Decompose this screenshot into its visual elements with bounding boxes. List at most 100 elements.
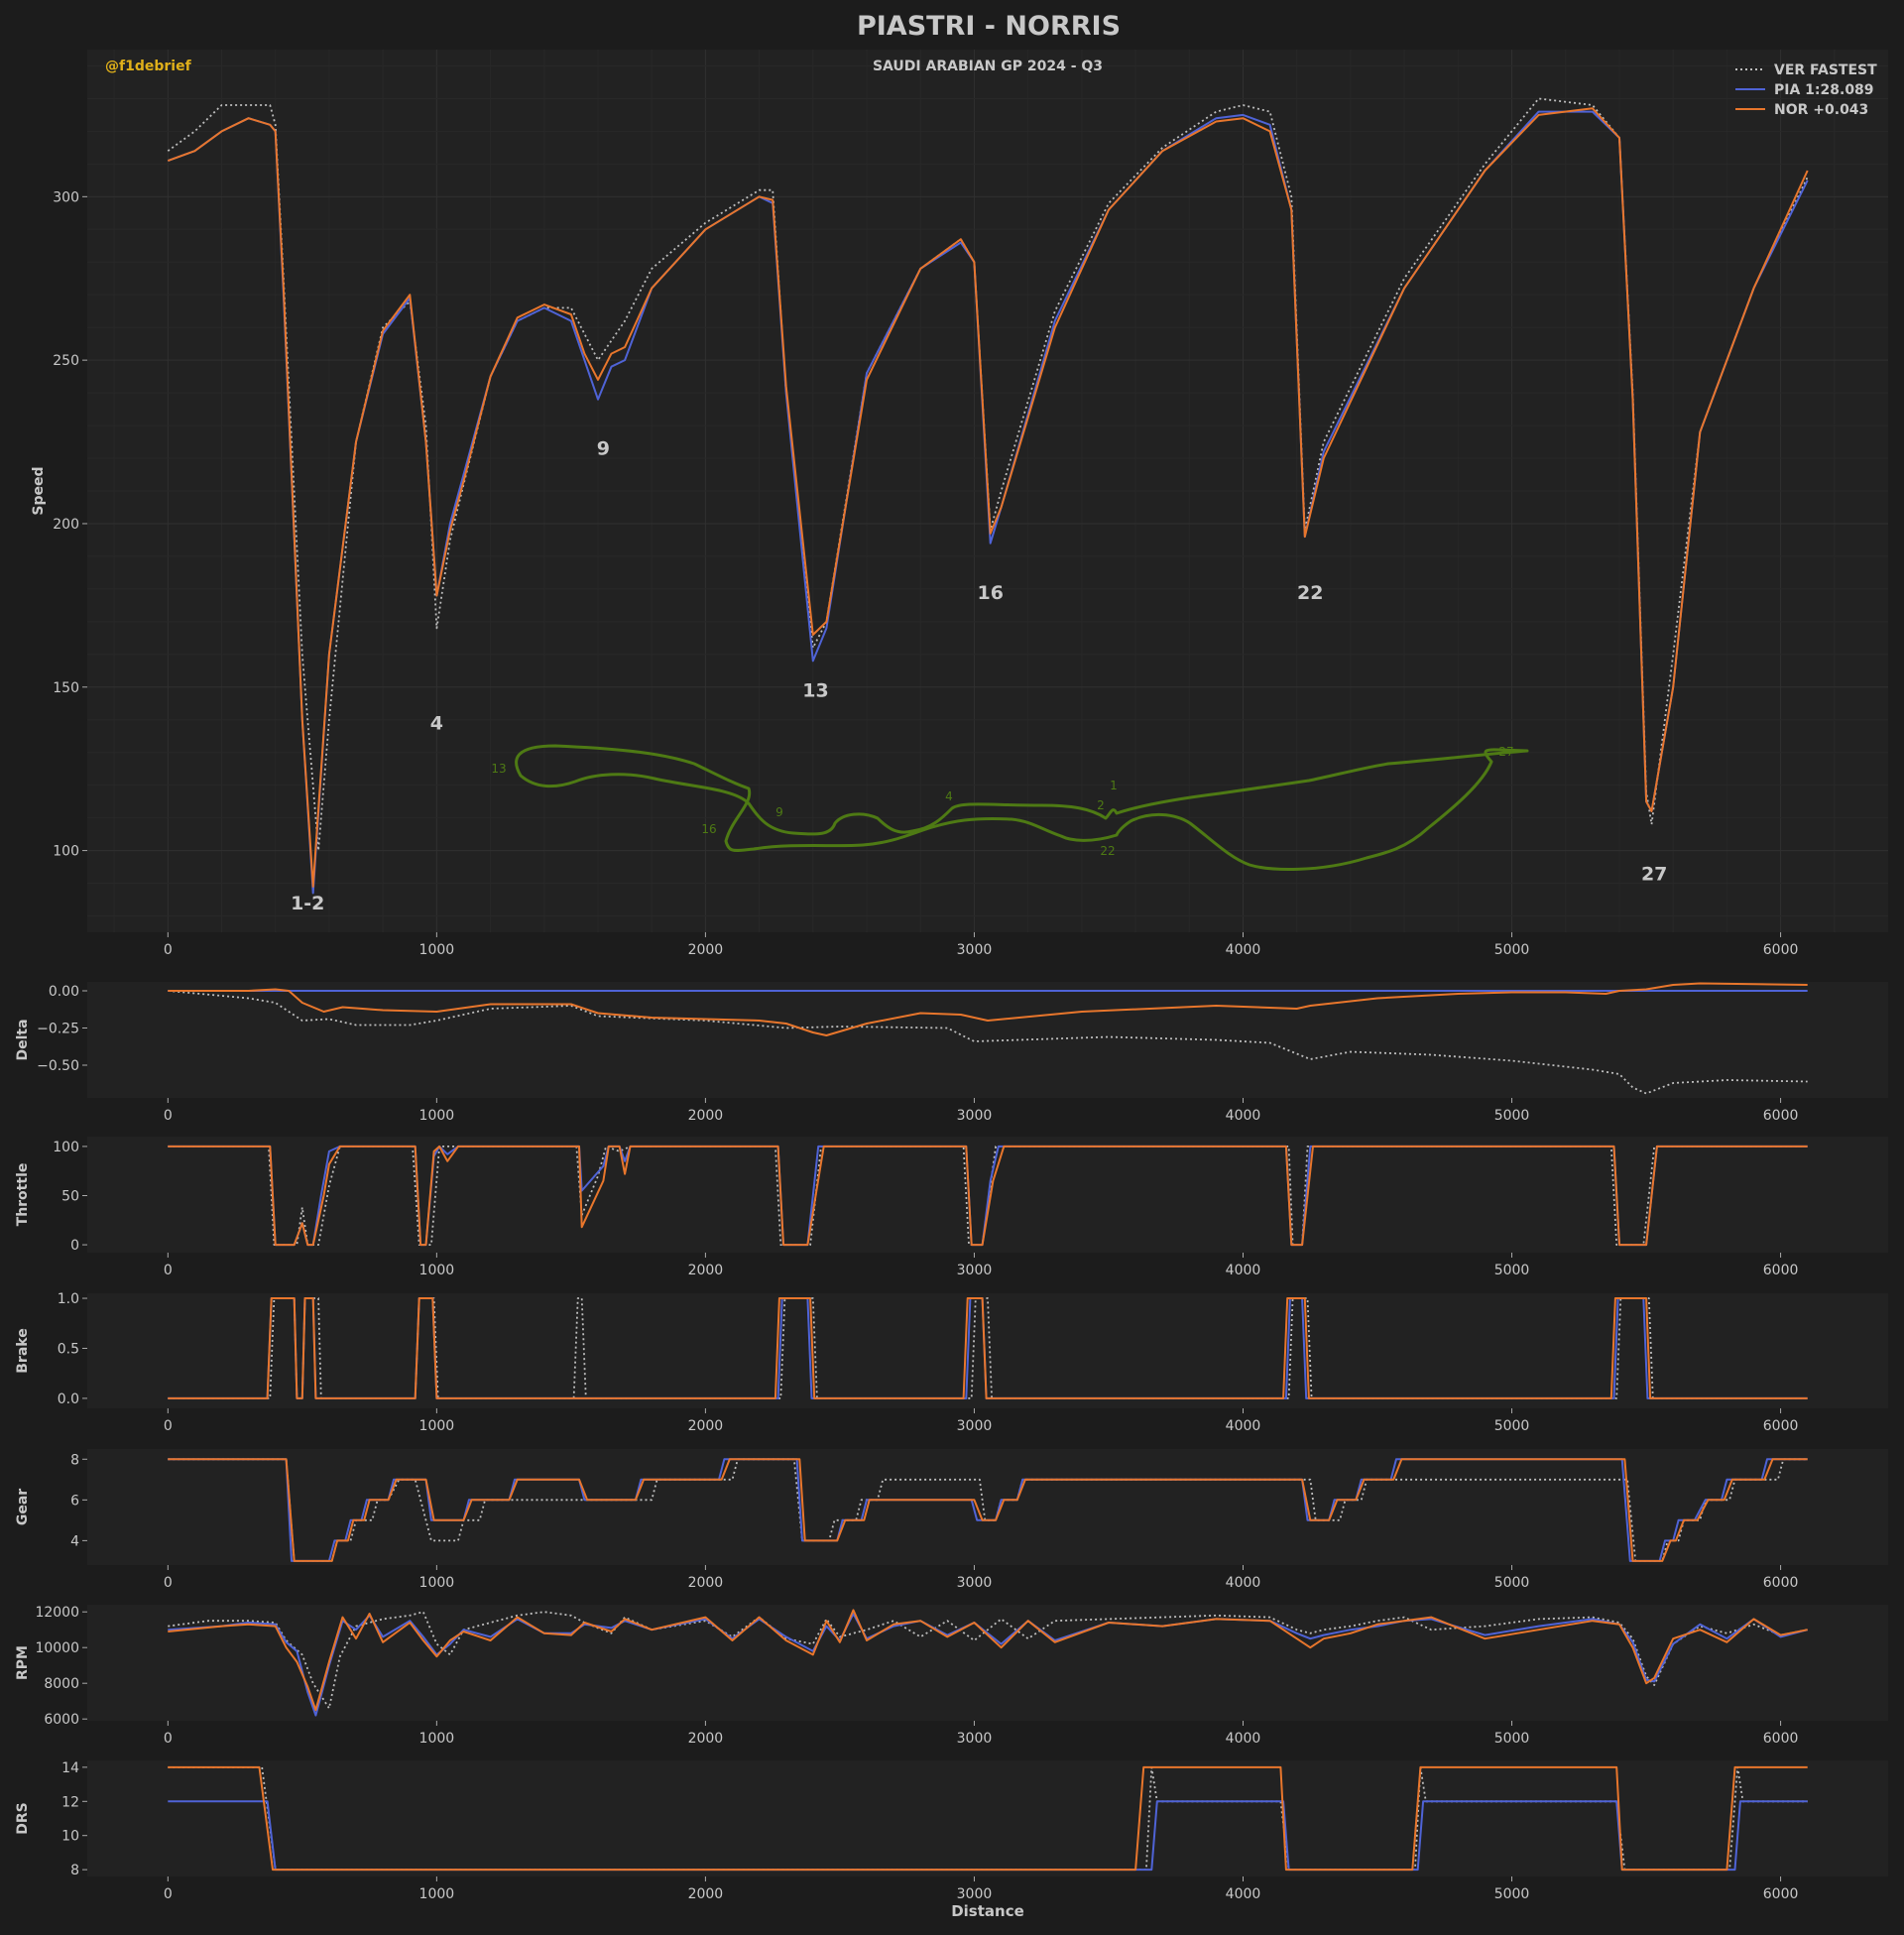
x-tick-label: 1000 (419, 1108, 455, 1124)
x-tick-label: 5000 (1494, 1263, 1530, 1278)
y-tick-label: 300 (53, 189, 79, 205)
y-tick-label: 100 (53, 1140, 79, 1155)
y-axis-label: Speed (31, 466, 47, 515)
x-tick-label: 3000 (957, 1886, 993, 1902)
ver-fastest-line (168, 1611, 1808, 1710)
x-tick-label: 3000 (957, 1575, 993, 1591)
x-tick-label: 6000 (1763, 1263, 1799, 1278)
x-tick-label: 6000 (1763, 1575, 1799, 1591)
corner-label: 27 (1641, 863, 1667, 885)
x-tick-label: 4000 (1226, 1263, 1261, 1278)
nor-line (168, 1297, 1808, 1399)
y-tick-label: 14 (61, 1760, 79, 1776)
track-label: 4 (945, 789, 953, 803)
y-tick-label: 0.5 (58, 1341, 79, 1357)
x-tick-label: 6000 (1763, 1731, 1799, 1747)
legend-label-0: VER FASTEST (1774, 62, 1877, 78)
y-axis-label: DRS (15, 1802, 31, 1834)
x-tick-label: 2000 (688, 1575, 724, 1591)
nor-line (168, 1458, 1808, 1562)
track-label: 16 (701, 822, 716, 836)
y-tick-label: 50 (61, 1188, 79, 1204)
watermark: @f1debrief (105, 59, 192, 74)
nor-line (168, 1765, 1808, 1872)
y-tick-label: 0.0 (58, 1391, 79, 1407)
corner-label: 9 (597, 438, 610, 460)
y-tick-label: 250 (53, 353, 79, 369)
y-tick-label: −0.25 (37, 1022, 79, 1037)
y-tick-label: 150 (53, 680, 79, 696)
x-tick-label: 4000 (1226, 1886, 1261, 1902)
x-tick-label: 1000 (419, 1575, 455, 1591)
track-label: 9 (775, 805, 783, 819)
y-tick-label: 4 (70, 1533, 79, 1549)
y-axis-label: RPM (15, 1645, 31, 1680)
y-tick-label: 200 (53, 517, 79, 533)
nor-line (168, 1609, 1808, 1712)
x-tick-label: 0 (164, 1731, 173, 1747)
y-tick-label: 12000 (35, 1605, 79, 1621)
y-tick-label: 6 (70, 1493, 79, 1509)
track-outline (515, 744, 1529, 871)
x-tick-label: 0 (164, 1418, 173, 1434)
x-tick-label: 5000 (1494, 1731, 1530, 1747)
x-tick-label: 2000 (688, 1108, 724, 1124)
y-tick-label: 10000 (35, 1640, 79, 1656)
corner-label: 4 (430, 713, 443, 735)
x-tick-label: 0 (164, 942, 173, 958)
ver-fastest-line (168, 990, 1808, 1095)
legend-label-1: PIA 1:28.089 (1774, 82, 1874, 98)
x-tick-label: 4000 (1226, 942, 1261, 958)
x-tick-label: 6000 (1763, 1418, 1799, 1434)
x-tick-label: 0 (164, 1108, 173, 1124)
x-tick-label: 5000 (1494, 1575, 1530, 1591)
corner-label: 13 (802, 680, 828, 702)
ver-fastest-line (168, 1458, 1808, 1562)
y-axis-label: Throttle (15, 1163, 31, 1227)
panel-brake: 0.0 0.5 1.0 Brake 0 1000 2000 3000 4000 5000 6000 (15, 1291, 1888, 1434)
panel-rpm: 6000 8000 10000 12000 RPM 0 1000 2000 3000 4000 50… (15, 1605, 1888, 1747)
y-tick-label: 100 (53, 844, 79, 860)
panel-throttle: 0 50 100 Throttle 0 1000 2000 3000 4000 5000 6000 (15, 1137, 1888, 1278)
ver-fastest-line (167, 97, 1809, 852)
y-tick-label: 6000 (44, 1712, 79, 1728)
y-tick-label: 10 (61, 1829, 79, 1845)
y-tick-label: 8 (70, 1452, 79, 1468)
track-label: 13 (491, 762, 506, 776)
x-tick-label: 2000 (688, 1731, 724, 1747)
x-tick-label: 3000 (957, 1263, 993, 1278)
x-tick-label: 5000 (1494, 1418, 1530, 1434)
y-tick-label: 1.0 (58, 1291, 79, 1307)
x-tick-label: 0 (164, 1886, 173, 1902)
track-label: 22 (1100, 844, 1115, 858)
x-tick-label: 5000 (1494, 1108, 1530, 1124)
y-tick-label: −0.50 (37, 1058, 79, 1074)
x-tick-label: 4000 (1226, 1418, 1261, 1434)
y-tick-label: 0 (70, 1238, 79, 1254)
chart-subtitle: SAUDI ARABIAN GP 2024 - Q3 (873, 59, 1103, 74)
y-tick-label: 8000 (44, 1676, 79, 1692)
track-label: 1 (1110, 779, 1118, 792)
panel-gear: 4 6 8 Gear 0 1000 2000 3000 4000 5000 6000 (15, 1449, 1888, 1591)
x-tick-label: 4000 (1226, 1108, 1261, 1124)
x-tick-label: 5000 (1494, 942, 1530, 958)
legend: VER FASTEST PIA 1:28.089 NOR +0.043 (1735, 62, 1877, 118)
x-tick-label: 3000 (957, 1418, 993, 1434)
x-tick-label: 4000 (1226, 1731, 1261, 1747)
x-tick-label: 6000 (1763, 1108, 1799, 1124)
x-tick-label: 1000 (419, 942, 455, 958)
track-label: 27 (1498, 745, 1513, 759)
x-tick-label: 0 (164, 1575, 173, 1591)
x-tick-label: 3000 (957, 1731, 993, 1747)
x-axis-label: Distance (951, 1902, 1024, 1920)
nor-line (168, 1145, 1808, 1247)
panel-delta: 0.00 −0.25 −0.50 Delta 0 1000 2000 3000 4000 5000… (15, 982, 1888, 1124)
y-tick-label: 8 (70, 1863, 79, 1878)
track-map: 12 4 9 13 16 22 27 (491, 744, 1529, 871)
corner-label: 1-2 (291, 893, 324, 914)
panel-background (87, 982, 1888, 1098)
x-tick-label: 2000 (688, 942, 724, 958)
nor-line (167, 107, 1809, 888)
